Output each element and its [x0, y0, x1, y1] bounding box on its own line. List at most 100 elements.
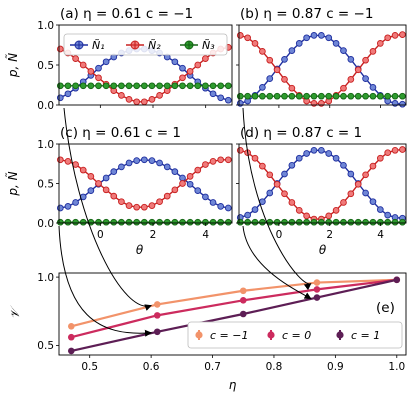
data-point-d-n3	[251, 218, 259, 226]
data-point-c-n1	[140, 156, 148, 164]
data-point-d-n3	[281, 218, 288, 226]
data-point-b-n3	[259, 92, 266, 100]
data-point-d-n1	[295, 154, 303, 162]
legend-e: c = −1 c = 0 c = 1	[187, 321, 403, 349]
data-point-d-n3	[303, 218, 310, 226]
data-point-b-n1	[281, 56, 288, 63]
data-point-d-n1	[244, 211, 251, 219]
data-point-c-n1	[56, 204, 64, 212]
data-point-b-n1	[325, 34, 333, 42]
data-point-b-n2	[362, 56, 369, 64]
data-point-c-n3	[156, 218, 163, 226]
data-point-d-n2	[347, 190, 355, 198]
data-point-e-c_0	[67, 333, 75, 341]
data-point-a-n1	[56, 94, 64, 102]
data-point-a-n3	[118, 82, 125, 90]
legend-e-marker-c_0	[267, 331, 275, 339]
data-point-c-n1	[224, 204, 232, 212]
y-tick-label-a: 0.0	[37, 100, 54, 112]
data-point-c-n2	[156, 198, 163, 206]
data-point-a-n3	[171, 82, 179, 90]
data-point-b-n3	[347, 92, 355, 100]
data-point-d-n1	[303, 150, 310, 157]
legend-label-n2: Ñ₂	[148, 39, 161, 52]
data-point-d-n1	[266, 189, 274, 197]
data-point-d-n3	[295, 218, 303, 226]
data-point-d-n1	[251, 206, 259, 213]
panel-a: 0.0 0.5 1.0 (a) η = 0.61 c = −1 p, Ñ	[5, 6, 233, 112]
data-point-d-n3	[384, 218, 392, 226]
data-point-b-n1	[318, 32, 325, 39]
data-point-d-n2	[332, 207, 340, 214]
data-point-c-n2	[209, 158, 217, 165]
data-point-b-n2	[391, 32, 399, 39]
data-point-d-n2	[340, 199, 347, 206]
data-point-c-n1	[179, 174, 186, 182]
data-point-a-n2	[87, 68, 95, 75]
data-point-d-n3	[340, 218, 347, 226]
annotation-arrow-c	[58, 225, 152, 337]
data-point-b-n2	[288, 84, 296, 92]
panel-title-e: (e)	[376, 300, 395, 316]
data-point-c-n2	[140, 203, 148, 211]
y-axis-label-c: p, Ñ	[5, 171, 20, 196]
data-point-a-n3	[95, 82, 102, 90]
panel-title-a: (a) η = 0.61 c = −1	[60, 6, 193, 22]
data-point-a-n2	[133, 98, 141, 106]
data-point-a-n1	[217, 94, 225, 102]
data-point-d-n2	[236, 146, 244, 154]
data-point-c-n1	[163, 163, 171, 171]
data-point-c-n3	[209, 218, 217, 226]
data-point-c-n1	[64, 203, 72, 210]
data-point-d-n3	[288, 218, 296, 226]
data-point-b-n1	[303, 34, 310, 42]
data-point-c-n1	[72, 199, 79, 206]
panel-title-d: (d) η = 0.87 c = 1	[240, 125, 362, 141]
data-point-d-n2	[288, 199, 296, 206]
data-point-c-n1	[133, 157, 141, 164]
data-point-d-n1	[318, 146, 325, 154]
data-point-e-c_1	[313, 294, 321, 301]
data-point-b-n3	[236, 92, 244, 100]
data-point-c-n1	[171, 168, 179, 176]
data-point-b-n3	[273, 92, 281, 100]
data-point-d-n3	[354, 218, 362, 226]
data-point-d-n1	[281, 170, 288, 178]
legend-box	[63, 33, 228, 56]
data-point-e-c_m1	[239, 287, 247, 295]
data-point-c-n3	[72, 218, 79, 226]
data-point-c-n3	[186, 218, 194, 226]
data-point-a-n1	[102, 58, 110, 66]
data-point-b-n2	[266, 56, 274, 64]
data-point-c-n1	[202, 193, 209, 201]
y-tick-label-c: 0.5	[37, 178, 54, 190]
data-point-a-n2	[156, 92, 163, 99]
panel-d: 0 2 4 (d) η = 0.87 c = 1 θ	[236, 125, 407, 257]
data-point-d-n1	[347, 170, 355, 178]
data-point-b-n1	[399, 100, 406, 108]
data-point-b-n1	[266, 75, 274, 82]
x-axis-label-e: η	[229, 378, 237, 392]
data-point-c-n3	[171, 218, 179, 226]
x-axis-label-c: θ	[136, 243, 144, 257]
data-point-d-n1	[384, 211, 392, 219]
legend: Ñ₁ Ñ₂ Ñ₃	[63, 33, 228, 56]
data-point-d-n2	[384, 149, 392, 157]
data-point-b-n2	[384, 34, 392, 42]
data-point-d-n2	[295, 207, 303, 214]
data-point-a-n2	[118, 92, 125, 99]
data-point-d-n3	[259, 218, 266, 226]
data-point-c-n2	[217, 156, 225, 164]
annotation-arrow-b	[242, 107, 312, 291]
data-point-a-n3	[224, 82, 232, 90]
data-point-d-n2	[281, 190, 288, 198]
data-point-c-n1	[118, 163, 125, 171]
data-point-c-n3	[118, 218, 125, 226]
data-point-c-n1	[209, 199, 217, 206]
panel-title-c: (c) η = 0.61 c = 1	[60, 125, 181, 141]
data-point-c-n1	[156, 159, 163, 167]
data-point-c-n2	[133, 203, 141, 211]
data-point-d-n2	[266, 171, 274, 179]
data-point-b-n2	[376, 40, 384, 47]
data-point-e-c_1	[153, 328, 161, 336]
